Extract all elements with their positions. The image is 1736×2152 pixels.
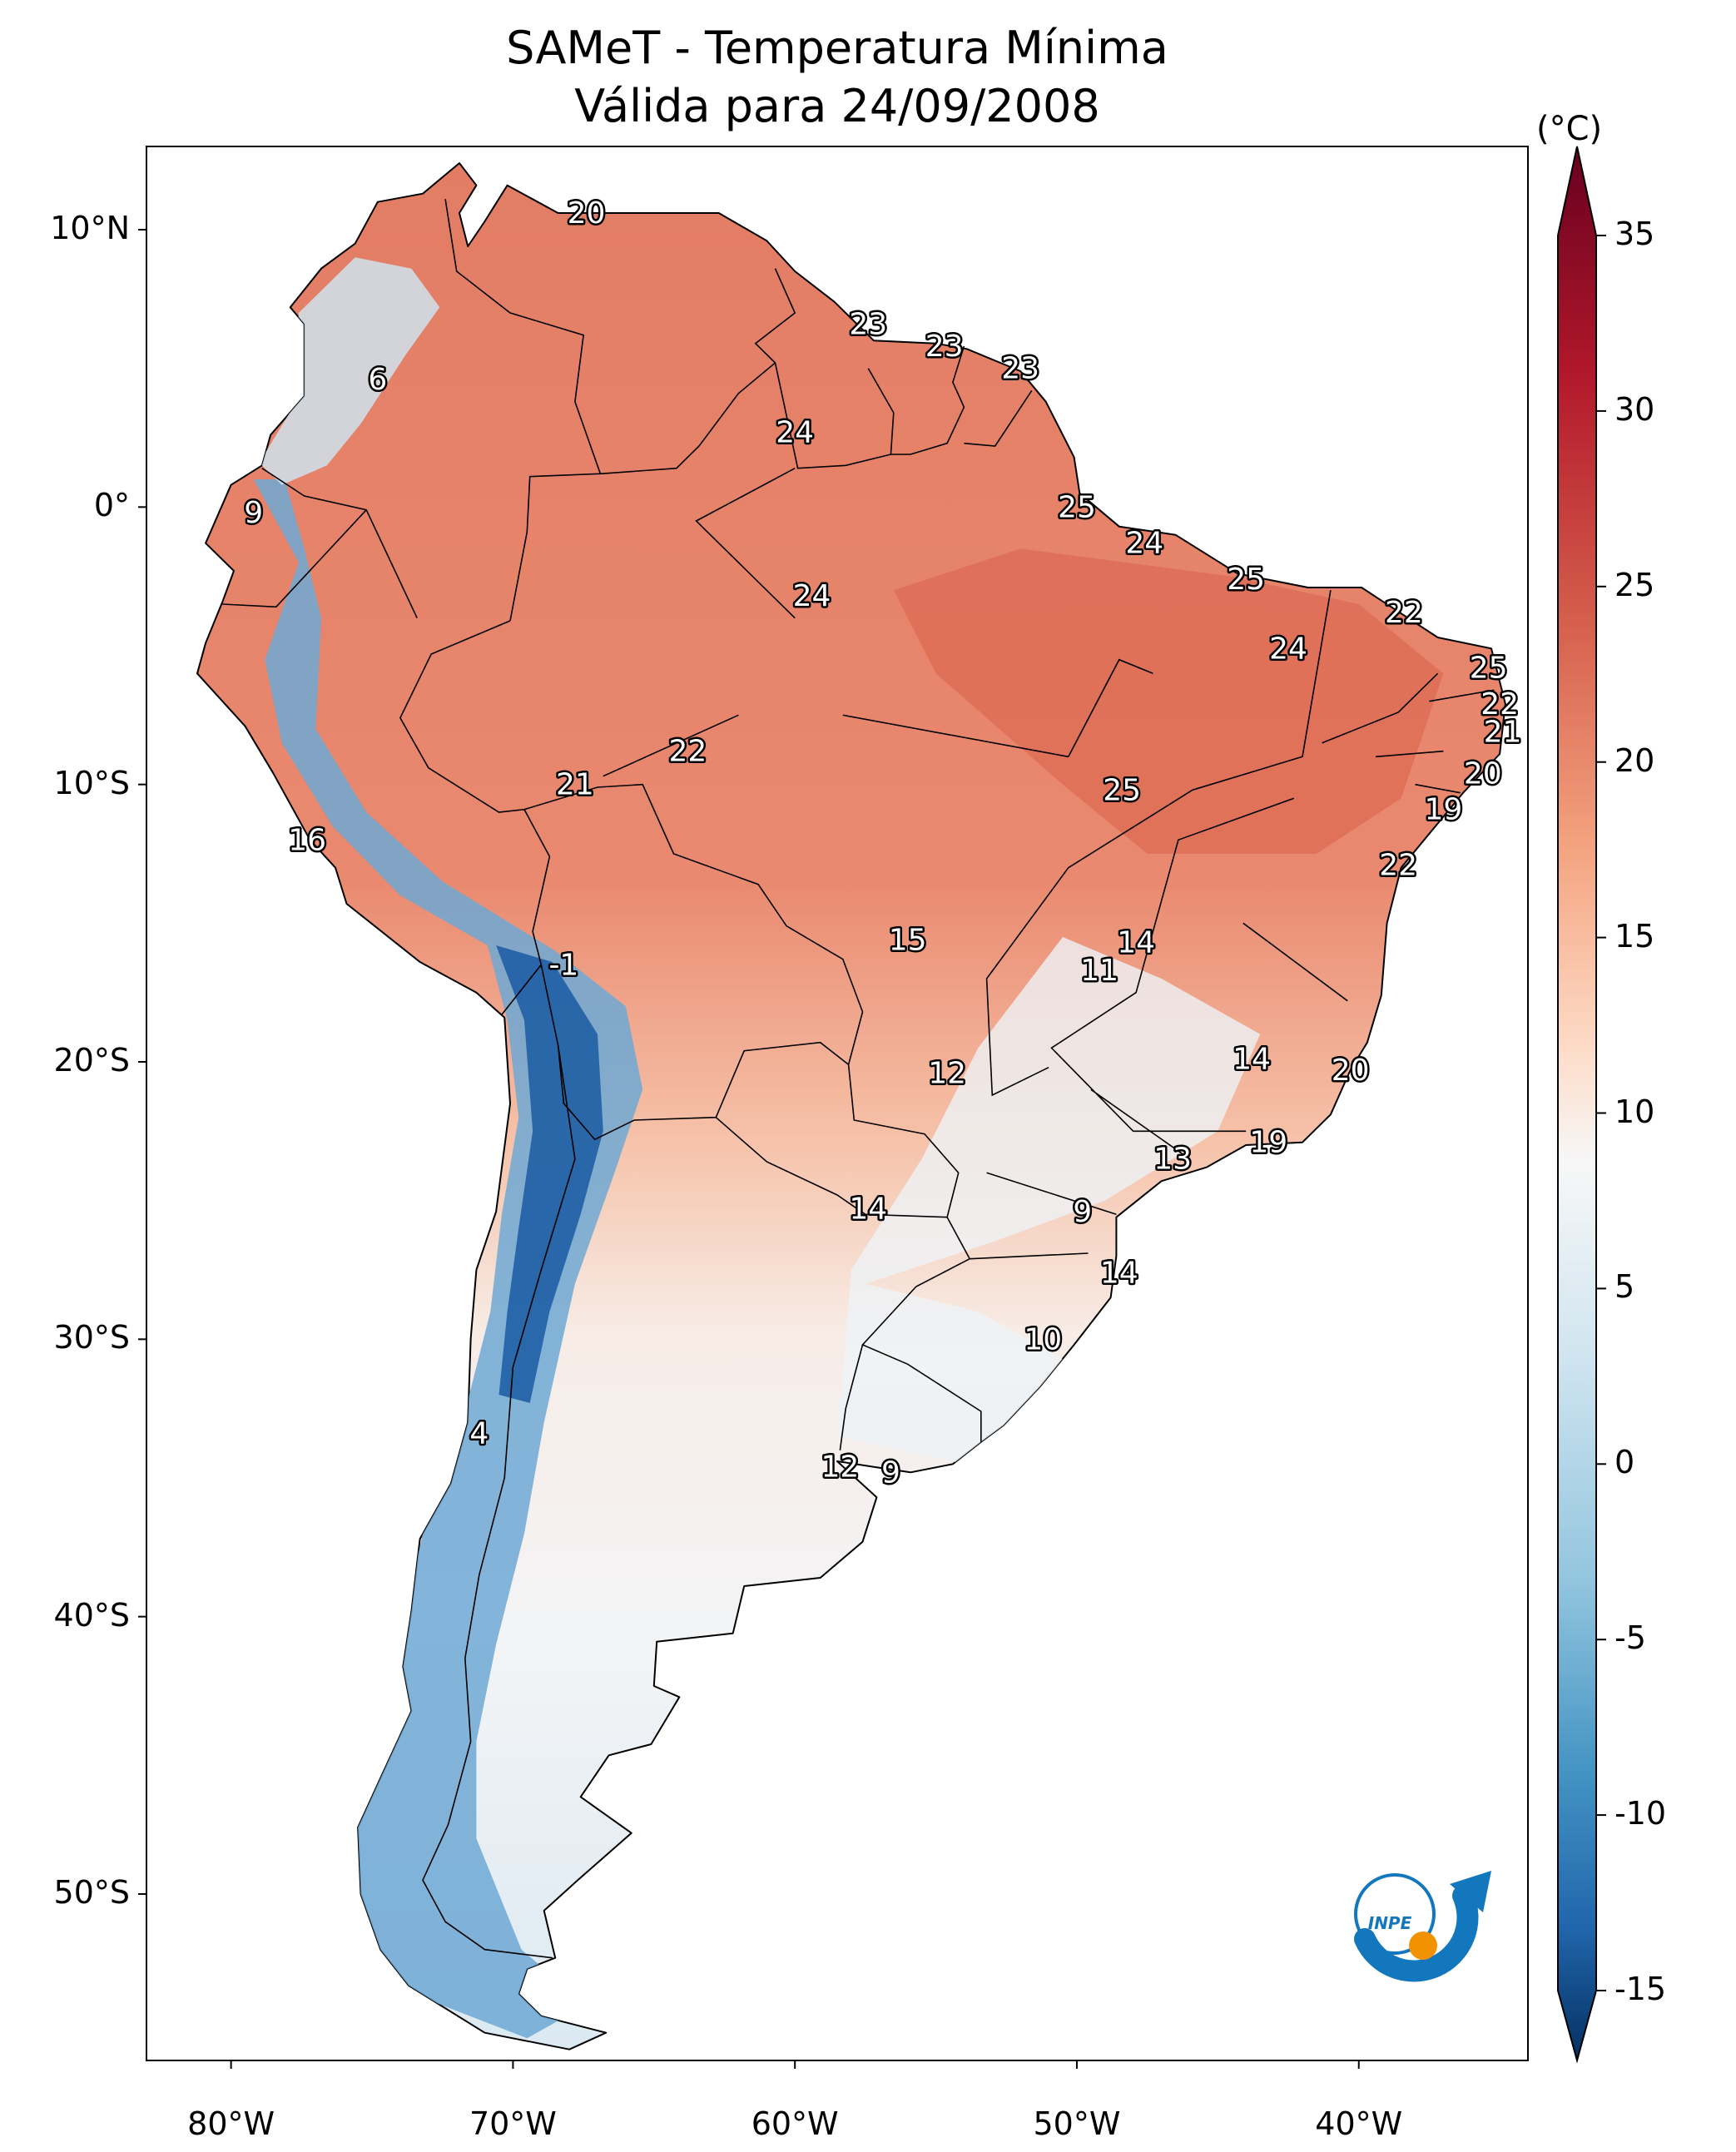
andes-coldest-zone [496, 945, 603, 1403]
lon-tick-label: 60°W [751, 2105, 839, 2142]
station-value-label: 25 [1227, 563, 1265, 597]
station-value-label: 9 [881, 1455, 900, 1490]
lon-tick-label: 50°W [1033, 2105, 1121, 2142]
colorbar-tick-label: -10 [1614, 1795, 1667, 1832]
colorbar-tick-label: 10 [1614, 1093, 1655, 1130]
lat-tick-label: 10°N [50, 210, 130, 246]
colorbar-ticks [1596, 235, 1606, 1991]
colorbar-tick-label: 0 [1614, 1444, 1635, 1481]
southeast-cool-zone [837, 937, 1261, 1465]
station-value-label: 23 [1001, 352, 1039, 386]
station-value-label: 22 [1481, 687, 1519, 721]
station-value-label: 9 [1073, 1195, 1092, 1229]
colorbar-tick-label: 5 [1614, 1268, 1635, 1306]
country-borders [222, 199, 1495, 1959]
station-value-label: 12 [928, 1056, 966, 1090]
station-value-label: 24 [1125, 527, 1163, 561]
station-value-label: 24 [793, 579, 831, 613]
lat-tick-label: 0° [93, 487, 130, 524]
lat-tick-label: 20°S [53, 1042, 130, 1078]
lat-tick-label: 10°S [53, 764, 130, 801]
station-value-label: 16 [288, 823, 326, 857]
station-value-label: 14 [1117, 926, 1155, 960]
map-title: SAMeT - Temperatura Mínima [506, 22, 1168, 74]
station-value-label: 25 [1470, 652, 1508, 686]
colorbar-tick-label: 35 [1614, 216, 1655, 252]
lon-tick-label: 70°W [469, 2105, 557, 2142]
station-value-label: 23 [925, 330, 964, 364]
station-value-label: 23 [849, 307, 887, 341]
station-value-label: 19 [1424, 793, 1462, 827]
station-value-label: 9 [244, 496, 263, 530]
station-value-label: 24 [776, 415, 814, 449]
station-value-label: 25 [1103, 773, 1141, 807]
station-value-label: 21 [1484, 715, 1522, 749]
colorbar-unit: (°C) [1536, 110, 1603, 148]
map-subtitle: Válida para 24/09/2008 [574, 80, 1100, 132]
station-value-label: 11 [1080, 954, 1118, 988]
colorbar-tick-label: 30 [1614, 390, 1655, 428]
station-value-label: 14 [849, 1193, 887, 1227]
lat-tick-label: 50°S [53, 1874, 130, 1911]
lat-tick-label: 40°S [53, 1596, 130, 1634]
northern-andes-cool-zone [259, 257, 440, 485]
station-value-label: 14 [1100, 1256, 1138, 1290]
inpe-logo: INPE [1354, 1871, 1491, 1982]
station-value-label: 19 [1249, 1126, 1287, 1160]
station-value-label: 20 [1332, 1054, 1370, 1088]
inpe-logo-text: INPE [1368, 1913, 1412, 1933]
station-value-label: 14 [1233, 1043, 1271, 1077]
station-value-label: 22 [1385, 596, 1423, 630]
station-value-label: 22 [1379, 848, 1417, 882]
colorbar-tick-label: 20 [1614, 741, 1655, 779]
station-value-label: 20 [1464, 756, 1502, 791]
station-value-label: -1 [548, 948, 578, 982]
colorbar-tick-label: -5 [1614, 1619, 1646, 1657]
colorbar-tick-label: 25 [1614, 566, 1655, 603]
station-value-label: 22 [668, 735, 707, 769]
station-value-label: 10 [1024, 1322, 1062, 1356]
station-value-label: 25 [1058, 490, 1096, 524]
colorbar [1557, 146, 1597, 2064]
station-value-label: 4 [469, 1417, 489, 1451]
station-value-label: 15 [889, 923, 927, 957]
station-value-label: 6 [368, 363, 387, 397]
lon-tick-label: 40°W [1315, 2105, 1403, 2142]
station-value-label: 20 [568, 196, 606, 231]
station-value-label: 21 [556, 768, 594, 802]
northeast-warm-zone [893, 548, 1444, 854]
axis-ticks [138, 229, 1360, 2069]
colorbar-tick-label: 15 [1614, 917, 1655, 955]
lat-tick-label: 30°S [53, 1319, 130, 1356]
station-value-label: 13 [1153, 1143, 1192, 1177]
station-value-label: 12 [821, 1450, 859, 1485]
lon-tick-label: 80°W [187, 2105, 275, 2142]
station-value-label: 24 [1269, 632, 1307, 666]
colorbar-tick-label: -15 [1614, 1971, 1667, 2007]
